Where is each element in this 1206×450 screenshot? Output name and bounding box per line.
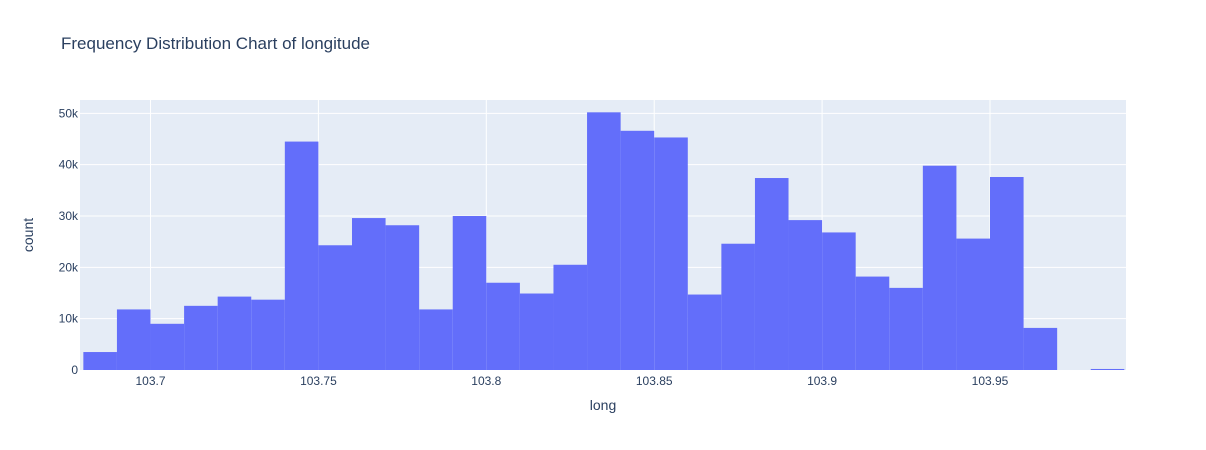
histogram-bar xyxy=(553,264,588,370)
histogram-bar xyxy=(452,216,487,370)
histogram-bar xyxy=(889,287,923,370)
y-tick-label: 30k xyxy=(59,209,79,223)
histogram-bar xyxy=(721,243,755,370)
histogram-bar xyxy=(184,305,218,370)
histogram-bar xyxy=(855,276,890,370)
histogram-bar xyxy=(788,220,823,370)
histogram-bar xyxy=(318,245,352,370)
y-axis-ticks: 0 10k 20k 30k 40k 50k xyxy=(59,106,79,377)
histogram-bar xyxy=(519,293,554,370)
histogram-bar xyxy=(922,165,957,370)
histogram-bar xyxy=(150,323,185,370)
histogram-bar xyxy=(956,238,991,370)
histogram-bar xyxy=(687,294,722,370)
y-tick-label: 50k xyxy=(59,106,79,120)
x-axis-ticks: 103.7 103.75 103.8 103.85 103.9 103.95 xyxy=(136,374,1009,388)
histogram-bar xyxy=(486,282,520,370)
histogram-bar xyxy=(116,309,151,370)
histogram-bar xyxy=(654,137,688,370)
histogram-bar xyxy=(351,218,386,370)
histogram-bar xyxy=(419,309,453,370)
histogram-bar xyxy=(620,130,655,370)
y-tick-label: 0 xyxy=(71,363,78,377)
histogram-bar xyxy=(587,112,621,370)
x-tick-label: 103.75 xyxy=(300,374,337,388)
histogram-bar xyxy=(1090,368,1125,370)
histogram-bar xyxy=(822,232,856,370)
y-tick-label: 40k xyxy=(59,158,79,172)
y-tick-label: 20k xyxy=(59,260,79,274)
histogram-bar xyxy=(251,299,285,370)
x-tick-label: 103.8 xyxy=(471,374,501,388)
histogram-bar xyxy=(1023,327,1058,370)
y-tick-label: 10k xyxy=(59,312,79,326)
x-tick-label: 103.7 xyxy=(136,374,166,388)
histogram-bar xyxy=(284,141,319,370)
x-tick-label: 103.85 xyxy=(636,374,673,388)
y-axis-title: count xyxy=(20,218,36,252)
histogram-bar xyxy=(990,176,1024,370)
histogram-bar xyxy=(83,352,117,370)
x-axis-title: long xyxy=(590,397,616,413)
x-tick-label: 103.9 xyxy=(807,374,837,388)
bars xyxy=(83,112,1125,370)
histogram-bar xyxy=(217,296,252,370)
histogram-bar xyxy=(754,178,789,370)
chart-title: Frequency Distribution Chart of longitud… xyxy=(61,34,370,53)
histogram-bar xyxy=(385,225,420,370)
x-tick-label: 103.95 xyxy=(972,374,1009,388)
